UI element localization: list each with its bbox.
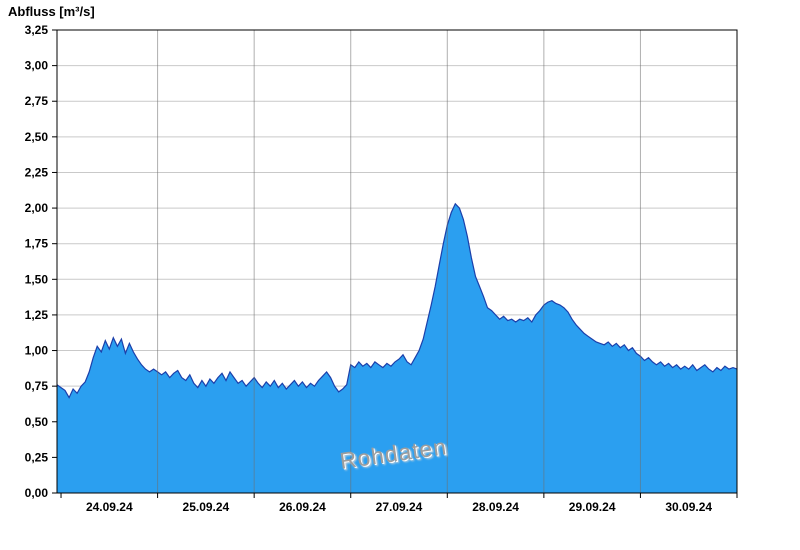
y-tick-label: 3,25 (25, 23, 49, 37)
x-day-label: 24.09.24 (86, 500, 133, 514)
x-day-label: 26.09.24 (279, 500, 326, 514)
y-tick-label: 1,75 (25, 237, 49, 251)
y-tick-label: 0,75 (25, 379, 49, 393)
discharge-line-series (56, 202, 738, 399)
x-day-label: 30.09.24 (665, 500, 712, 514)
y-tick-label: 1,50 (25, 272, 49, 286)
y-tick-label: 1,00 (25, 344, 49, 358)
y-tick-label: 1,25 (25, 308, 49, 322)
y-tick-label: 2,25 (25, 165, 49, 179)
x-day-label: 27.09.24 (376, 500, 423, 514)
x-day-label: 29.09.24 (569, 500, 616, 514)
y-tick-label: 0,00 (25, 486, 49, 500)
y-tick-label: 2,00 (25, 201, 49, 215)
x-day-label: 25.09.24 (183, 500, 230, 514)
plot-frame (56, 29, 738, 494)
y-tick-label: 3,00 (25, 59, 49, 73)
y-tick-label: 0,25 (25, 450, 49, 464)
y-tick-label: 0,50 (25, 415, 49, 429)
chart-title: Abfluss [m³/s] (8, 4, 95, 19)
discharge-area-series (57, 203, 737, 494)
x-day-label: 28.09.24 (472, 500, 519, 514)
y-tick-label: 2,50 (25, 130, 49, 144)
y-tick-label: 2,75 (25, 94, 49, 108)
